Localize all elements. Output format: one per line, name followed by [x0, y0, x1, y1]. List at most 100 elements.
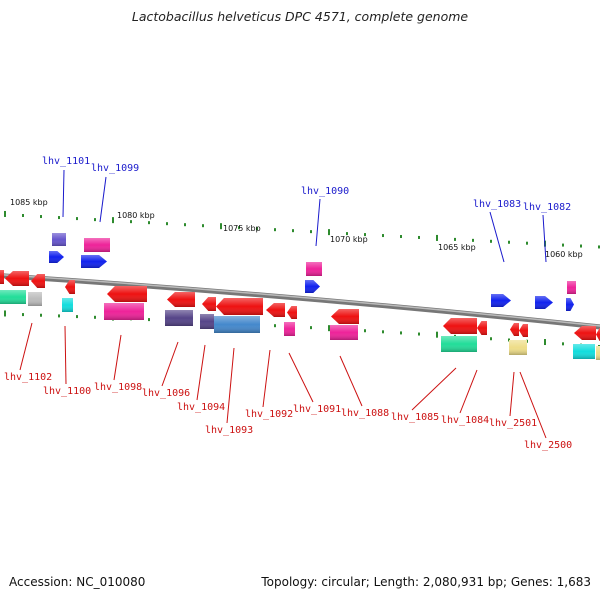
scale-tick — [58, 216, 60, 220]
gene-lhv_1085b-shade — [441, 336, 477, 352]
gene-lhv_1098b-shade — [104, 303, 144, 320]
leader-line — [161, 341, 179, 387]
leader-line — [542, 214, 547, 263]
scale-tick — [436, 234, 438, 241]
gene-lhv_1090b-shade — [305, 280, 320, 293]
gene-lhv_1096-shade — [167, 292, 195, 307]
bottom-gene-label: lhv_1092 — [245, 409, 293, 420]
gene-feature-shade — [284, 322, 295, 336]
leader-line — [411, 367, 457, 411]
leader-line — [19, 322, 33, 371]
leader-line — [113, 334, 122, 381]
scale-tick — [148, 318, 150, 322]
scale-tick — [148, 221, 150, 225]
scale-tick — [94, 315, 96, 319]
gene-lhv_1098-shade — [107, 286, 147, 302]
gene-feature-shade — [566, 298, 574, 311]
accession-text: Accession: NC_010080 — [9, 575, 146, 589]
scale-tick — [274, 324, 276, 328]
scale-tick — [382, 330, 384, 334]
scale-tick — [40, 215, 42, 219]
kbp-label: 1080 kbp — [117, 211, 155, 220]
bottom-gene-label: lhv_1094 — [177, 402, 225, 413]
scale-tick — [4, 210, 6, 217]
gene-lhv_1101-shade — [52, 233, 66, 246]
gene-lhv_1100-shade — [62, 298, 73, 312]
scale-tick — [472, 238, 474, 242]
gene-lhv_1082-shade — [535, 296, 553, 309]
gene-lhv_1085-shade — [443, 318, 477, 334]
scale-tick — [328, 325, 330, 332]
gene-lhv_1090-shade — [306, 262, 322, 276]
bottom-gene-label: lhv_1102 — [4, 372, 52, 383]
scale-tick — [76, 315, 78, 319]
leader-line — [315, 198, 321, 247]
gene-features — [0, 233, 600, 360]
gene-feature-shade — [596, 328, 600, 341]
gene-lhv_2500-shade — [519, 324, 528, 337]
gene-feature-shade — [567, 281, 576, 294]
scale-tick — [22, 214, 24, 218]
leader-line — [226, 347, 235, 424]
scale-tick — [4, 310, 6, 317]
scale-tick — [76, 217, 78, 221]
scale-tick — [526, 241, 528, 245]
gene-feature-shade — [65, 280, 75, 294]
genome-title: Lactobacillus helveticus DPC 4571, compl… — [131, 9, 469, 24]
scale-tick — [22, 313, 24, 317]
scale-tick — [562, 342, 564, 346]
gene-lhv_1093b-shade — [214, 316, 260, 333]
label-leader-lines — [19, 169, 547, 439]
scale-ticks — [4, 210, 600, 349]
gene-feature-shade — [573, 344, 595, 359]
kbp-label: 1070 kbp — [330, 235, 368, 244]
leader-line — [62, 169, 65, 218]
gene-lhv_1088-shade — [331, 309, 359, 324]
bottom-gene-label: lhv_1091 — [293, 404, 341, 415]
gene-lhv_2501b-shade — [509, 340, 527, 355]
gene-lhv_1092-shade — [266, 303, 285, 317]
scale-tick — [238, 226, 240, 230]
gene-lhv_1088b-shade — [330, 325, 358, 340]
leader-line — [262, 349, 271, 408]
gene-feature-shade — [0, 270, 4, 284]
scale-tick — [400, 235, 402, 239]
gene-lhv_1101b-shade — [49, 251, 64, 263]
bottom-gene-label: lhv_2501 — [489, 418, 537, 429]
scale-tick — [184, 223, 186, 227]
gene-lhv_1099-shade — [84, 238, 110, 252]
scale-tick — [364, 329, 366, 333]
gene-feature-shade — [0, 290, 26, 304]
leader-line — [509, 371, 515, 417]
bottom-gene-label: lhv_1093 — [205, 425, 253, 436]
top-gene-label: lhv_1101 — [42, 156, 90, 167]
scale-tick — [94, 218, 96, 222]
scale-tick — [256, 227, 258, 231]
leader-line — [288, 352, 314, 403]
kbp-label: 1075 kbp — [223, 224, 261, 233]
gene-feature-shade — [596, 346, 600, 360]
scale-tick — [328, 229, 330, 236]
scale-tick — [58, 314, 60, 318]
bottom-gene-label: lhv_1088 — [341, 408, 389, 419]
scale-tick — [436, 331, 438, 338]
bottom-gene-label: lhv_1084 — [441, 415, 489, 426]
scale-tick — [274, 228, 276, 232]
scale-tick — [454, 237, 456, 241]
bottom-gene-label: lhv_1098 — [94, 382, 142, 393]
gene-lhv_1094-shade — [200, 314, 214, 329]
bottom-gene-label: lhv_1096 — [142, 388, 190, 399]
scale-tick — [400, 331, 402, 335]
kbp-label: 1085 kbp — [10, 198, 48, 207]
top-gene-label: lhv_1083 — [473, 199, 521, 210]
scale-tick — [544, 339, 546, 346]
gene-lhv_1083-shade — [491, 294, 511, 307]
scale-tick — [202, 224, 204, 228]
kbp-label: 1065 kbp — [438, 243, 476, 252]
leader-line — [64, 325, 67, 385]
scale-tick — [580, 244, 582, 248]
scale-tick — [418, 235, 420, 239]
scale-tick — [346, 232, 348, 236]
scale-tick — [382, 234, 384, 238]
